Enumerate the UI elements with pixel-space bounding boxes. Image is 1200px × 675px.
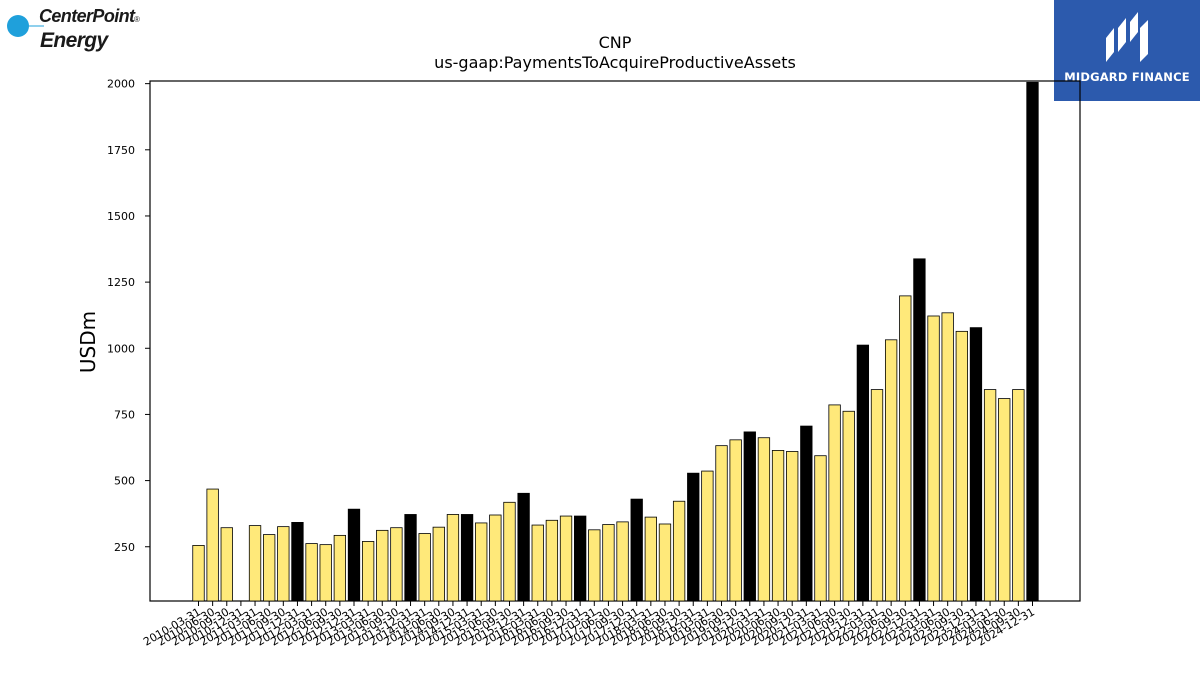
bar-2015-03-31 [475, 522, 488, 602]
plot-area-frame [149, 80, 1081, 602]
x-axis-ticks: 2010-03-312010-06-302010-09-302010-12-31… [141, 601, 1037, 649]
bar-2017-03-31 [588, 529, 601, 602]
y-axis-ticks: 250 500 750 1000 1250 1500 1750 2000 [107, 78, 150, 554]
centerpoint-energy-logo: CenterPoint ® Energy [4, 2, 154, 54]
midgard-finance-logo: MIDGARD FINANCE [1054, 0, 1200, 101]
logo-registered-mark: ® [134, 15, 140, 24]
bar-2015-06-30 [489, 514, 502, 602]
bar-2020-09-30 [786, 451, 799, 602]
bar-2015-12-31 [517, 492, 530, 602]
bar-2018-03-31 [644, 516, 657, 602]
chart-title: CNP [599, 33, 632, 52]
bar-2024-06-30 [998, 398, 1011, 602]
bar-2016-09-30 [559, 515, 573, 602]
y-tick-label: 1750 [107, 144, 135, 157]
bar-2023-03-31 [927, 315, 940, 602]
bar-2021-12-31 [856, 344, 870, 602]
bar-series [192, 81, 1039, 602]
bar-2012-03-31 [305, 543, 318, 602]
bar-2019-06-30 [715, 445, 728, 602]
bar-2020-12-31 [800, 425, 813, 602]
bar-2011-09-30 [277, 526, 290, 602]
bar-2010-03-31 [192, 545, 205, 602]
bar-2022-06-30 [884, 339, 898, 602]
bar-2022-12-31 [913, 258, 926, 602]
bar-2014-09-30 [446, 514, 460, 602]
y-tick-label: 500 [114, 475, 135, 488]
bar-2013-03-31 [361, 541, 375, 602]
bar-2023-12-31 [969, 327, 983, 602]
logo-text-line2: Energy [40, 29, 110, 52]
bar-2012-06-30 [319, 544, 332, 602]
bar-2021-09-30 [842, 410, 855, 602]
bar-2021-06-30 [828, 404, 841, 602]
bar-2010-06-30 [206, 488, 219, 602]
bar-2012-12-31 [347, 508, 361, 602]
bar-2022-03-31 [870, 389, 884, 602]
bar-2019-12-31 [743, 431, 756, 602]
bar-2018-09-30 [672, 500, 686, 602]
bar-2021-03-31 [814, 455, 827, 602]
bar-2018-12-31 [687, 472, 700, 602]
bar-2018-06-30 [658, 523, 672, 602]
bar-2012-09-30 [333, 534, 347, 602]
y-tick-label: 1000 [107, 342, 135, 355]
bar-2011-03-31 [248, 525, 262, 602]
bar-2023-06-30 [941, 312, 954, 602]
bar-2013-06-30 [376, 529, 389, 602]
bar-2014-12-31 [460, 514, 474, 602]
y-tick-label: 750 [114, 408, 135, 421]
bar-2024-12-31 [1026, 81, 1039, 602]
bar-2010-09-30 [220, 527, 233, 602]
bar-2019-03-31 [701, 470, 714, 602]
bar-2013-09-30 [390, 527, 403, 602]
midgard-m-icon [1106, 12, 1148, 62]
y-tick-label: 250 [114, 541, 135, 554]
bar-2024-03-31 [983, 389, 997, 602]
logo-text-line1: CenterPoint [39, 6, 136, 26]
bar-2016-12-31 [574, 515, 587, 602]
bar-2017-06-30 [602, 524, 615, 602]
bar-2011-12-31 [291, 522, 304, 602]
bar-2020-06-30 [771, 450, 785, 602]
midgard-brand-text: MIDGARD FINANCE [1064, 70, 1190, 84]
bar-2017-09-30 [616, 521, 629, 602]
chart-subtitle: us-gaap:PaymentsToAcquireProductiveAsset… [434, 53, 796, 72]
bar-2019-09-30 [729, 439, 742, 602]
bar-2013-12-31 [404, 514, 417, 602]
bar-2022-09-30 [899, 295, 912, 602]
bar-2020-03-31 [757, 437, 771, 602]
y-axis-label: USDm [76, 311, 100, 373]
y-tick-label: 1500 [107, 210, 135, 223]
bar-2017-12-31 [630, 498, 643, 602]
bar-2011-06-30 [263, 534, 276, 602]
y-tick-label: 1250 [107, 276, 135, 289]
bar-2023-09-30 [955, 330, 968, 602]
bar-2014-03-31 [418, 533, 431, 602]
y-tick-label: 2000 [107, 78, 135, 91]
bar-2024-09-30 [1012, 389, 1025, 602]
bar-2015-09-30 [503, 501, 516, 602]
bar-2016-06-30 [545, 519, 559, 602]
bar-2014-06-30 [432, 526, 445, 602]
bar-2016-03-31 [531, 524, 544, 602]
